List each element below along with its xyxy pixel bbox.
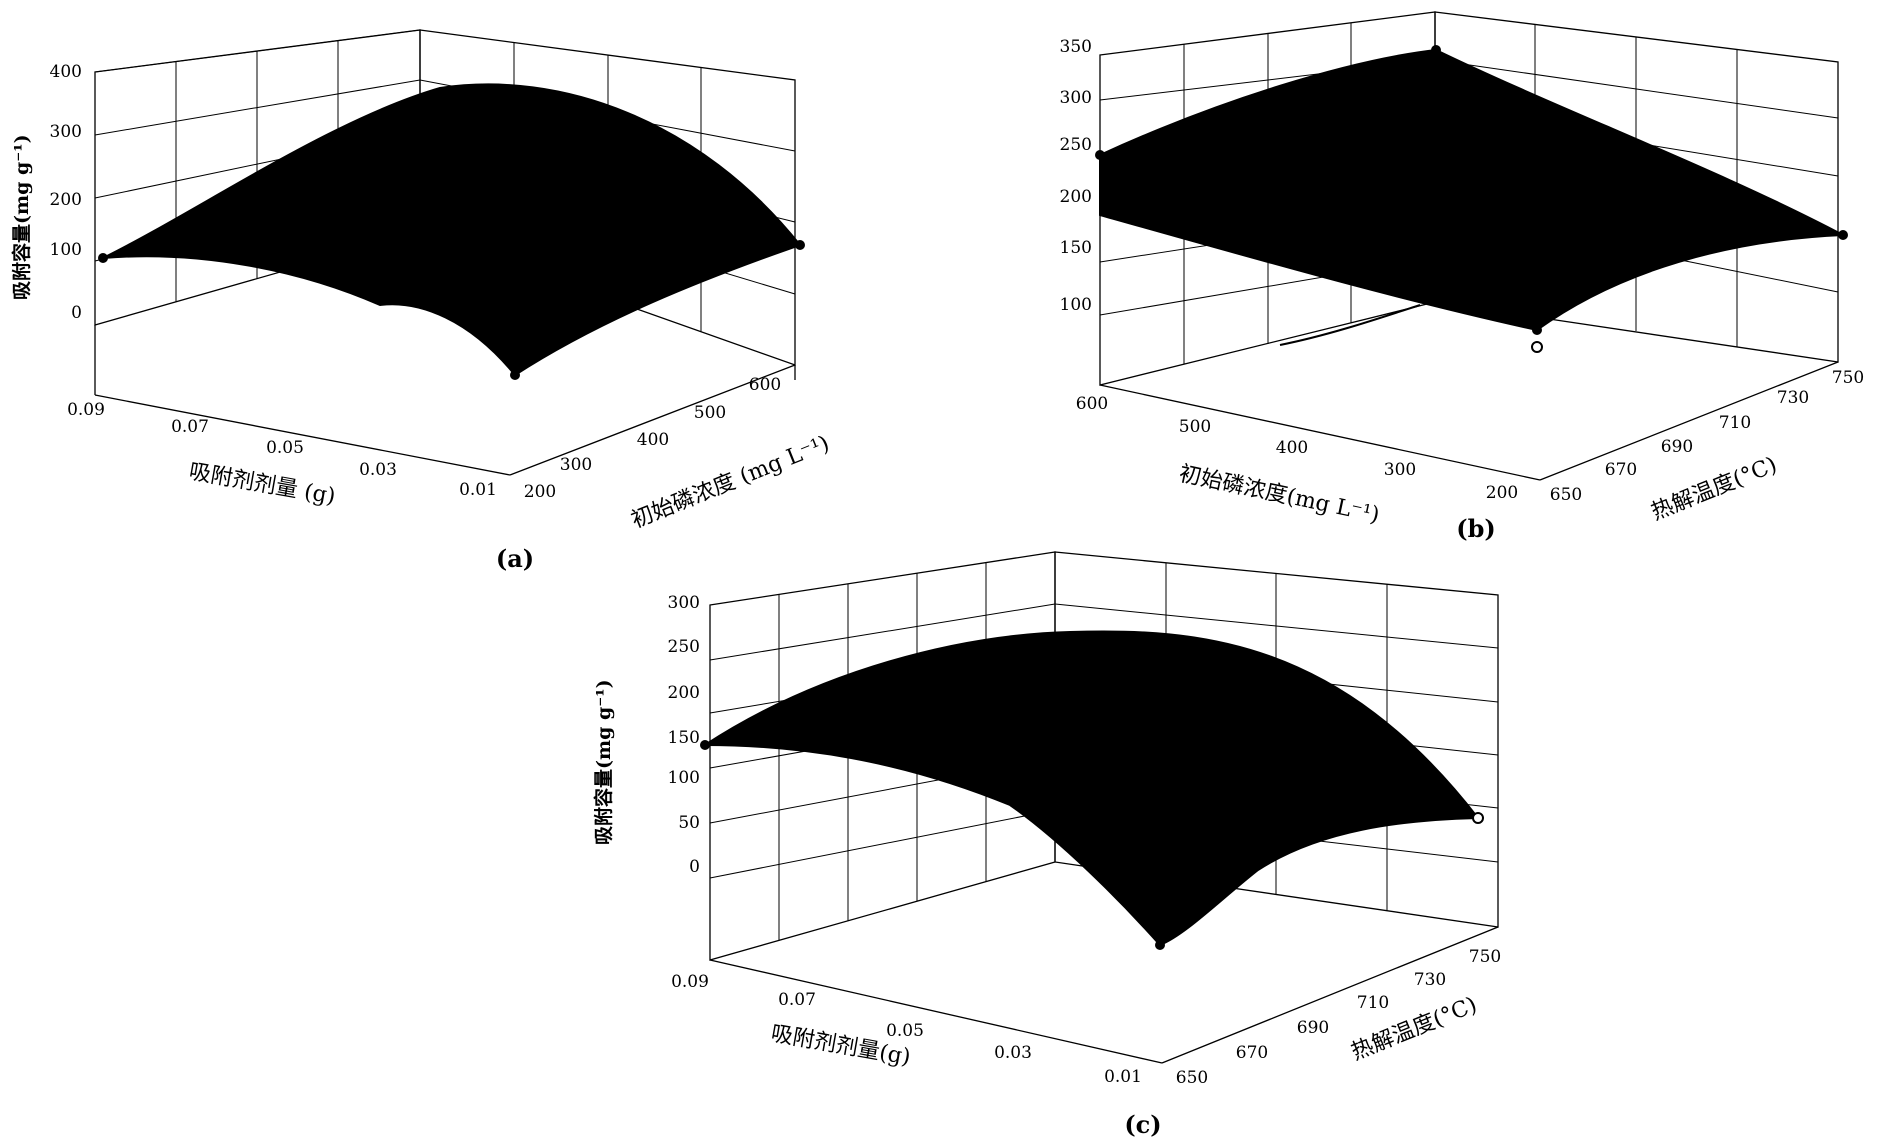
panel-a-x-tick: 0.05 xyxy=(266,438,304,458)
panel-b-z-tick: 100 xyxy=(1060,295,1092,315)
panel-b-marker-top xyxy=(1431,45,1441,55)
panel-a-x-tick: 0.07 xyxy=(171,417,209,437)
panel-a-y-tick: 300 xyxy=(560,455,592,475)
panel-a-surface xyxy=(102,83,802,377)
panel-c-y-tick: 690 xyxy=(1297,1018,1329,1038)
panel-a-caption: (a) xyxy=(496,544,534,573)
panel-c-x-tick: 0.07 xyxy=(778,990,816,1010)
panel-a-y-tick: 500 xyxy=(694,403,726,423)
panel-c-x-tick: 0.05 xyxy=(886,1021,924,1041)
panel-b-y-ticks: 650 670 690 710 730 750 xyxy=(1550,368,1864,505)
panel-a-x-tick: 0.01 xyxy=(459,480,497,500)
panel-c-surface xyxy=(701,630,1481,947)
panel-c-z-tick: 0 xyxy=(689,857,700,877)
panel-c-y-tick: 670 xyxy=(1236,1043,1268,1063)
panel-a-z-tick: 300 xyxy=(50,122,82,142)
panel-b: 100 150 200 250 300 350 600 500 400 300 … xyxy=(1060,11,1864,543)
panel-a-z-tick: 0 xyxy=(71,303,82,323)
panel-a-marker-bottom xyxy=(510,370,520,380)
panel-b-x-tick: 300 xyxy=(1384,460,1416,480)
panel-b-surface xyxy=(1099,48,1847,332)
panel-b-surface-underside xyxy=(1279,304,1421,346)
panel-a-z-tick: 400 xyxy=(50,62,82,82)
panel-b-x-tick: 400 xyxy=(1276,438,1308,458)
panel-c-z-tick: 150 xyxy=(668,728,700,748)
panel-b-z-tick: 250 xyxy=(1060,135,1092,155)
panel-b-y-tick: 750 xyxy=(1832,368,1864,388)
panel-a-y-ticks: 200 300 400 500 600 xyxy=(524,375,781,502)
panel-c-y-tick: 730 xyxy=(1414,970,1446,990)
panel-c-marker-bottom xyxy=(1155,940,1165,950)
panel-a-marker-right xyxy=(795,240,805,250)
panel-c-z-ticks: 0 50 100 150 200 250 300 xyxy=(668,593,700,877)
panel-c-marker-left xyxy=(700,740,710,750)
panel-b-z-tick: 150 xyxy=(1060,238,1092,258)
panel-a-marker-left xyxy=(98,253,108,263)
panel-a-x-ticks: 0.09 0.07 0.05 0.03 0.01 xyxy=(67,400,497,500)
panel-b-x-tick: 200 xyxy=(1486,483,1518,503)
panel-a-x-label: 吸附剂剂量 (g) xyxy=(187,459,337,509)
panel-b-marker-right xyxy=(1838,230,1848,240)
panel-c-y-tick: 750 xyxy=(1469,947,1501,967)
panel-b-caption: (b) xyxy=(1456,514,1496,543)
panel-c-y-tick: 650 xyxy=(1176,1068,1208,1088)
panel-b-y-tick: 670 xyxy=(1605,460,1637,480)
panel-b-x-tick: 600 xyxy=(1076,394,1108,414)
panel-a-z-tick: 100 xyxy=(50,240,82,260)
panel-b-marker-below xyxy=(1531,341,1543,353)
panel-b-x-tick: 500 xyxy=(1179,417,1211,437)
panel-c-z-tick: 250 xyxy=(668,637,700,657)
panel-b-y-tick: 690 xyxy=(1661,437,1693,457)
panel-b-x-ticks: 600 500 400 300 200 xyxy=(1076,394,1518,503)
panel-c-z-tick: 200 xyxy=(668,683,700,703)
panel-a-y-tick: 600 xyxy=(749,375,781,395)
panel-a-z-ticks: 0 100 200 300 400 xyxy=(50,62,82,323)
panel-a-y-tick: 200 xyxy=(524,482,556,502)
panel-b-z-tick: 350 xyxy=(1060,37,1092,57)
panel-b-y-tick: 730 xyxy=(1777,388,1809,408)
panel-c-caption: (c) xyxy=(1124,1110,1161,1139)
panel-a-z-tick: 200 xyxy=(50,190,82,210)
panel-c: 0 50 100 150 200 250 300 吸附容量(mg g⁻¹) 0.… xyxy=(592,551,1501,1139)
panel-b-marker-bottom xyxy=(1532,325,1542,335)
panel-a: 0 100 200 300 400 吸附容量(mg g⁻¹) 0.09 0.07… xyxy=(10,29,833,573)
panel-b-x-label: 初始磷浓度(mg L⁻¹) xyxy=(1177,461,1382,528)
panel-b-z-ticks: 100 150 200 250 300 350 xyxy=(1060,37,1092,315)
panel-b-marker-left xyxy=(1095,150,1105,160)
panel-b-y-tick: 710 xyxy=(1719,413,1751,433)
panel-a-x-tick: 0.09 xyxy=(67,400,105,420)
panel-a-y-tick: 400 xyxy=(637,430,669,450)
panel-b-y-label: 热解温度(°C) xyxy=(1648,453,1781,526)
panel-b-z-tick: 300 xyxy=(1060,88,1092,108)
panel-c-x-tick: 0.01 xyxy=(1104,1067,1142,1087)
panel-c-y-ticks: 650 670 690 710 730 750 xyxy=(1176,947,1501,1088)
panel-c-z-tick: 300 xyxy=(668,593,700,613)
panel-c-x-tick: 0.03 xyxy=(994,1043,1032,1063)
panel-b-y-tick: 650 xyxy=(1550,485,1582,505)
panel-a-x-tick: 0.03 xyxy=(359,460,397,480)
panel-c-z-tick: 100 xyxy=(668,768,700,788)
panel-a-z-label: 吸附容量(mg g⁻¹) xyxy=(10,134,33,300)
panel-c-x-tick: 0.09 xyxy=(671,972,709,992)
panel-c-z-label: 吸附容量(mg g⁻¹) xyxy=(592,679,615,845)
panel-c-z-tick: 50 xyxy=(678,813,700,833)
panel-c-marker-right xyxy=(1472,812,1484,824)
panel-b-z-tick: 200 xyxy=(1060,187,1092,207)
panel-c-y-tick: 710 xyxy=(1357,993,1389,1013)
panel-c-x-ticks: 0.09 0.07 0.05 0.03 0.01 xyxy=(671,972,1142,1087)
